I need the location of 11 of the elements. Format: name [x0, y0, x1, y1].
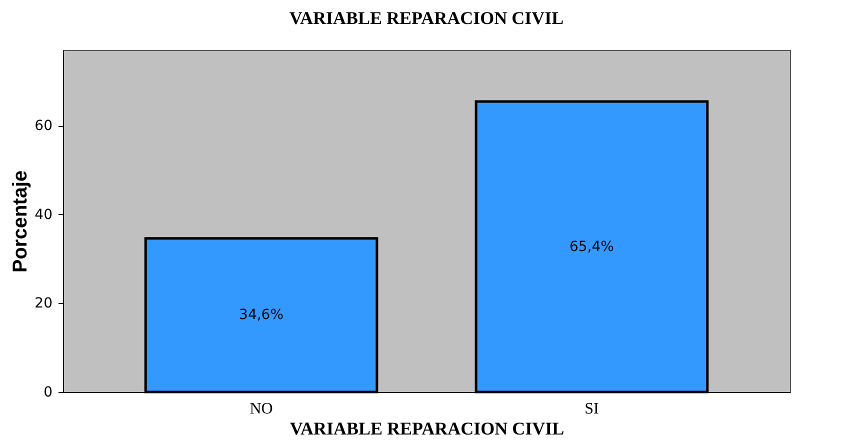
- data-label: 34,6%: [239, 307, 284, 324]
- y-tick-label: 0: [44, 384, 52, 400]
- x-tick-label: SI: [584, 400, 599, 418]
- y-axis-title: Porcentaje: [10, 170, 32, 273]
- x-axis-title: VARIABLE REPARACION CIVIL: [290, 418, 564, 438]
- chart-title: VARIABLE REPARACION CIVIL: [289, 8, 564, 28]
- x-tick-label: NO: [250, 400, 273, 418]
- y-tick-label: 60: [34, 118, 52, 134]
- y-tick-label: 40: [34, 206, 52, 223]
- data-label: 65,4%: [569, 238, 614, 255]
- y-tick-label: 20: [34, 296, 52, 312]
